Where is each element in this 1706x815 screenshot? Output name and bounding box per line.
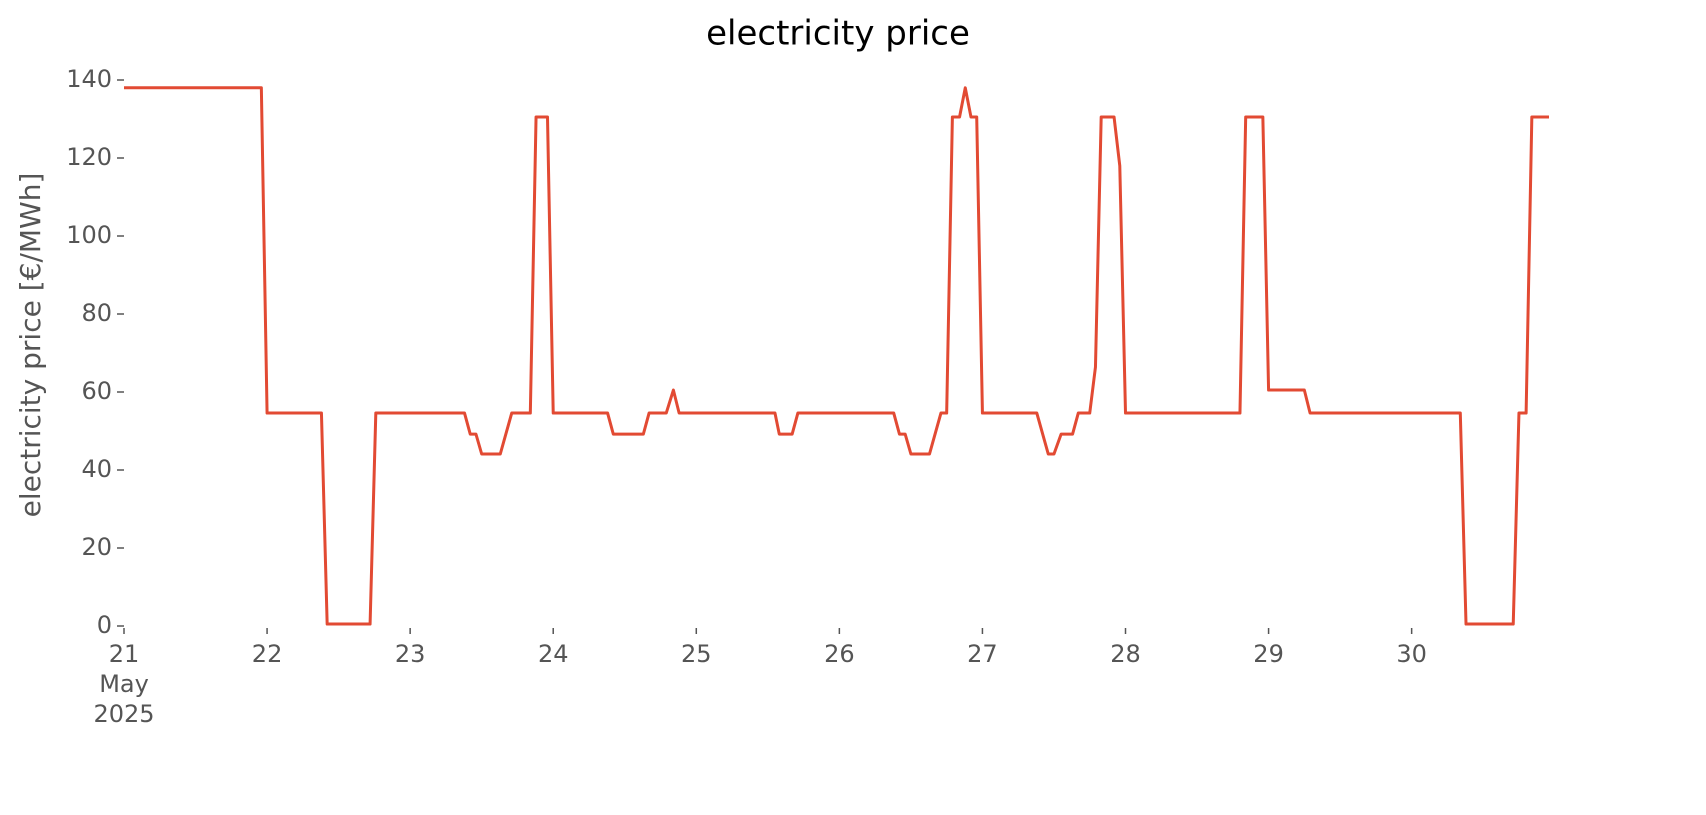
chart-title: electricity price [706, 14, 970, 54]
y-tick-label: 0 [97, 611, 112, 639]
y-tick-label: 60 [81, 377, 112, 405]
y-tick-label: 20 [81, 533, 112, 561]
x-tick-label: 24 [538, 640, 569, 668]
x-tick-label: 22 [252, 640, 283, 668]
x-tick-label: 27 [967, 640, 998, 668]
y-tick-label: 80 [81, 299, 112, 327]
y-tick-label: 40 [81, 455, 112, 483]
x-tick-label: 28 [1110, 640, 1141, 668]
x-tick-label: 26 [824, 640, 855, 668]
y-tick-label: 140 [66, 65, 112, 93]
x-tick-label: 23 [395, 640, 426, 668]
x-tick-label: 29 [1253, 640, 1284, 668]
y-tick-label: 100 [66, 221, 112, 249]
line-series [124, 86, 1549, 626]
x-tick-label: 25 [681, 640, 712, 668]
x-tick-label: 21 May 2025 [93, 640, 154, 728]
y-axis-label: electricity price [€/MWh] [14, 173, 47, 518]
x-tick-label: 30 [1396, 640, 1427, 668]
y-tick-label: 120 [66, 143, 112, 171]
